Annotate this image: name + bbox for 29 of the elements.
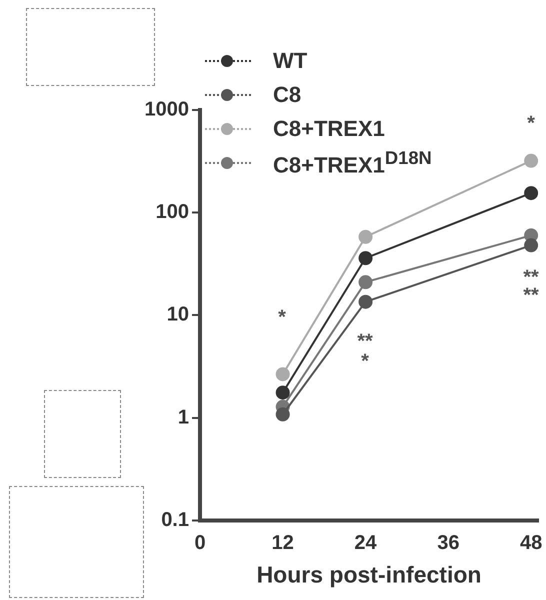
legend-label: WT <box>273 48 308 74</box>
annotation: * <box>361 350 370 373</box>
y-tick-label: 10 <box>166 304 189 326</box>
point <box>276 386 290 400</box>
y-tick-label: 0.1 <box>161 508 189 531</box>
legend-label: C8+TREX1 <box>273 116 385 142</box>
point <box>276 407 290 422</box>
point <box>524 154 538 168</box>
y-tick-label: 100 <box>156 201 189 224</box>
x-tick-label: 12 <box>272 532 294 554</box>
point <box>524 238 538 252</box>
x-tick-label: 36 <box>437 532 460 554</box>
point <box>276 367 290 382</box>
y-tick-label: 1000 <box>144 98 189 121</box>
x-tick-label: 24 <box>354 532 378 554</box>
legend-label: C8+TREX1$^{D18N}$ <box>273 147 432 179</box>
legend-label: C8 <box>273 82 302 108</box>
x-tick-label: 0 <box>194 532 206 554</box>
x-tick-label: 48 <box>520 532 542 554</box>
x-axis-title: Hours post-infection <box>256 562 482 588</box>
annotation: * <box>278 306 286 329</box>
point <box>358 294 373 309</box>
point <box>358 275 373 290</box>
annotation: * <box>527 112 536 135</box>
annotation: ** <box>357 330 373 353</box>
point <box>524 186 538 200</box>
point <box>358 230 373 244</box>
y-tick-label: 1 <box>178 406 189 428</box>
point <box>358 251 373 266</box>
